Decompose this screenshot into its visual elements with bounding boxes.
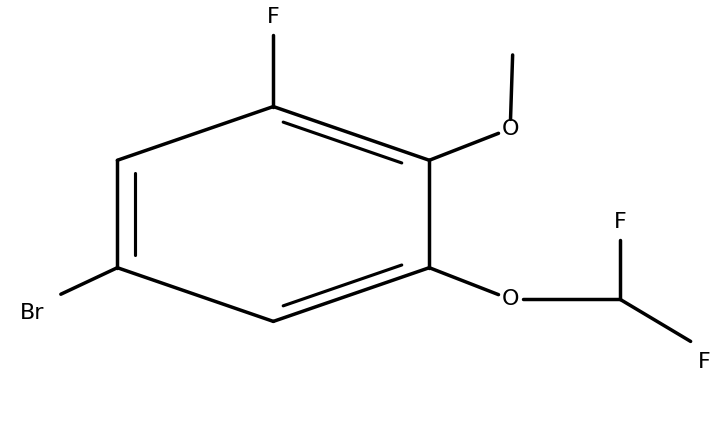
Text: F: F bbox=[613, 212, 626, 232]
Text: O: O bbox=[502, 119, 519, 139]
Text: Br: Br bbox=[20, 302, 44, 322]
Text: O: O bbox=[502, 289, 519, 309]
Text: F: F bbox=[267, 6, 280, 26]
Text: F: F bbox=[698, 352, 710, 372]
